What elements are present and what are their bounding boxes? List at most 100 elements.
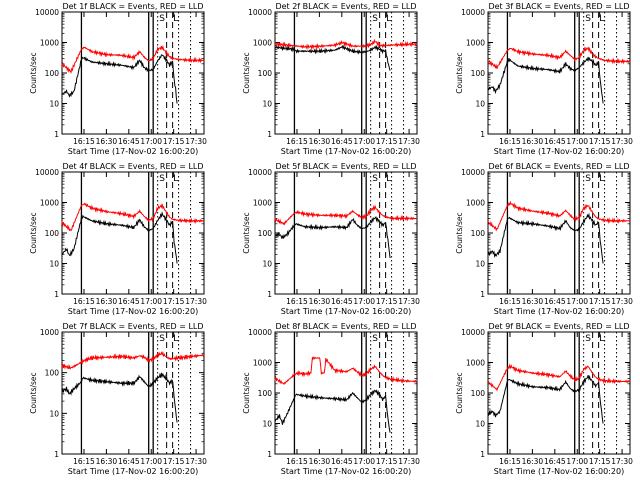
flag-letter-s: S xyxy=(585,14,591,24)
x-tick-label: 16:30 xyxy=(309,297,331,306)
y-tick-label: 10000 xyxy=(248,168,272,177)
panel-title: Det 5f BLACK = Events, RED = LLD xyxy=(275,162,416,171)
x-tick-label: 17:30 xyxy=(185,297,207,306)
y-tick-label: 1 xyxy=(54,130,59,139)
x-tick-label: 16:45 xyxy=(544,137,566,146)
y-tick-label: 100 xyxy=(258,229,273,238)
flag-letter-l: L xyxy=(599,334,604,344)
y-tick-label: 10 xyxy=(49,260,59,269)
series-line-events xyxy=(487,212,604,264)
y-tick-label: 10000 xyxy=(35,8,59,17)
y-tick-label: 100 xyxy=(471,229,486,238)
y-tick-label: 1000 xyxy=(466,359,485,368)
y-tick-label: 10000 xyxy=(35,168,59,177)
y-axis-label: Counts/sec xyxy=(242,212,251,253)
y-tick-label: 1 xyxy=(54,450,59,459)
series-line-events xyxy=(487,374,604,424)
plot-frame xyxy=(487,331,631,455)
x-axis-label: Start Time (17-Nov-02 16:00:20) xyxy=(281,467,411,476)
series-line-events xyxy=(274,44,391,71)
x-tick-label: 17:00 xyxy=(353,137,375,146)
x-tick-label: 17:30 xyxy=(611,457,633,466)
y-axis-label: Counts/sec xyxy=(455,372,464,413)
y-tick-label: 1000 xyxy=(253,359,272,368)
x-tick-label: 16:15 xyxy=(286,137,308,146)
y-tick-label: 100 xyxy=(45,229,60,238)
panel-det-4: Det 4f BLACK = Events, RED = LLD 1 10 100 10… xyxy=(29,162,207,316)
y-tick-label: 100 xyxy=(45,69,60,78)
flag-letter-s: S xyxy=(585,174,591,184)
y-tick-label: 100 xyxy=(258,69,273,78)
x-axis-label: Start Time (17-Nov-02 16:00:20) xyxy=(281,147,411,156)
series-line-events xyxy=(487,56,604,104)
x-tick-label: 17:15 xyxy=(589,457,611,466)
x-tick-label: 17:00 xyxy=(353,297,375,306)
x-tick-label: 17:00 xyxy=(140,297,162,306)
panel-det-9: Det 9f BLACK = Events, RED = LLD 1 10 100 10… xyxy=(455,322,633,476)
x-tick-label: 16:15 xyxy=(73,457,95,466)
x-tick-label: 17:00 xyxy=(566,137,588,146)
y-tick-label: 10000 xyxy=(461,328,485,337)
flag-letter-l: L xyxy=(386,334,391,344)
plot-frame xyxy=(61,11,205,135)
y-tick-label: 10 xyxy=(475,260,485,269)
y-tick-label: 10000 xyxy=(248,8,272,17)
y-tick-label: 10000 xyxy=(461,8,485,17)
x-tick-label: 17:15 xyxy=(376,457,398,466)
series-line-lld xyxy=(61,350,205,370)
y-tick-label: 1 xyxy=(480,450,485,459)
series-line-lld xyxy=(487,200,631,232)
y-tick-label: 1 xyxy=(54,290,59,299)
x-tick-label: 17:30 xyxy=(611,297,633,306)
x-tick-label: 16:30 xyxy=(522,297,544,306)
y-tick-label: 1000 xyxy=(466,39,485,48)
y-tick-label: 1000 xyxy=(40,328,59,337)
panel-title: Det 8f BLACK = Events, RED = LLD xyxy=(275,322,416,331)
series-line-events xyxy=(61,372,178,423)
panel-det-5: Det 5f BLACK = Events, RED = LLD 1 10 100 10… xyxy=(242,162,420,316)
y-tick-label: 1 xyxy=(267,290,272,299)
y-tick-label: 1000 xyxy=(466,199,485,208)
x-tick-label: 17:00 xyxy=(353,457,375,466)
series-line-lld xyxy=(61,45,205,74)
x-tick-label: 16:45 xyxy=(331,297,353,306)
x-tick-label: 17:30 xyxy=(185,137,207,146)
plot-frame xyxy=(487,11,631,135)
x-tick-label: 16:30 xyxy=(96,457,118,466)
panel-det-6: Det 6f BLACK = Events, RED = LLD 1 10 100 10… xyxy=(455,162,633,316)
x-tick-label: 16:45 xyxy=(118,457,140,466)
x-axis-label: Start Time (17-Nov-02 16:00:20) xyxy=(281,307,411,316)
series-line-events xyxy=(275,216,391,259)
series-line-lld xyxy=(274,355,418,386)
x-tick-label: 16:15 xyxy=(286,457,308,466)
x-tick-label: 17:00 xyxy=(566,297,588,306)
y-tick-label: 10 xyxy=(262,420,272,429)
x-tick-label: 16:15 xyxy=(73,297,95,306)
y-tick-label: 1000 xyxy=(40,39,59,48)
series-line-events xyxy=(274,389,391,433)
x-tick-label: 16:30 xyxy=(96,297,118,306)
flag-letter-s: S xyxy=(372,334,378,344)
plot-frame xyxy=(274,331,418,455)
y-tick-label: 1000 xyxy=(253,39,272,48)
y-tick-label: 10 xyxy=(475,420,485,429)
x-axis-label: Start Time (17-Nov-02 16:00:20) xyxy=(68,467,198,476)
y-axis-label: Counts/sec xyxy=(455,52,464,93)
y-tick-label: 1 xyxy=(480,290,485,299)
x-axis-label: Start Time (17-Nov-02 16:00:20) xyxy=(494,147,624,156)
y-tick-label: 100 xyxy=(258,389,273,398)
y-axis-label: Counts/sec xyxy=(455,212,464,253)
y-tick-label: 1000 xyxy=(253,199,272,208)
y-axis-label: Counts/sec xyxy=(29,372,38,413)
y-axis-label: Counts/sec xyxy=(242,372,251,413)
series-line-lld xyxy=(274,38,418,51)
x-tick-label: 16:30 xyxy=(522,137,544,146)
x-tick-label: 17:00 xyxy=(140,137,162,146)
y-tick-label: 10 xyxy=(49,409,59,418)
x-tick-label: 16:15 xyxy=(286,297,308,306)
plot-frame xyxy=(274,11,418,135)
plot-frame xyxy=(61,171,205,295)
flag-letter-s: S xyxy=(372,174,378,184)
panel-title: Det 2f BLACK = Events, RED = LLD xyxy=(275,2,416,11)
flag-letter-l: L xyxy=(173,334,178,344)
